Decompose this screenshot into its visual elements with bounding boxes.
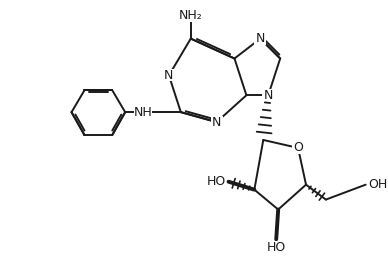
- Text: HO: HO: [207, 175, 226, 188]
- Text: N: N: [263, 89, 273, 102]
- Text: NH₂: NH₂: [179, 9, 203, 22]
- Text: N: N: [256, 32, 265, 45]
- Bar: [255, 33, 266, 45]
- Bar: [292, 142, 304, 154]
- Text: HO: HO: [267, 241, 286, 254]
- Bar: [369, 179, 386, 191]
- Bar: [179, 9, 203, 22]
- Bar: [134, 106, 152, 118]
- Bar: [267, 241, 285, 253]
- Text: N: N: [164, 69, 173, 82]
- Text: O: O: [293, 141, 303, 154]
- Bar: [211, 116, 223, 128]
- Bar: [262, 89, 274, 101]
- Text: NH: NH: [134, 106, 152, 119]
- Text: OH: OH: [368, 178, 387, 191]
- Bar: [208, 176, 225, 188]
- Text: N: N: [212, 116, 221, 129]
- Bar: [163, 69, 175, 81]
